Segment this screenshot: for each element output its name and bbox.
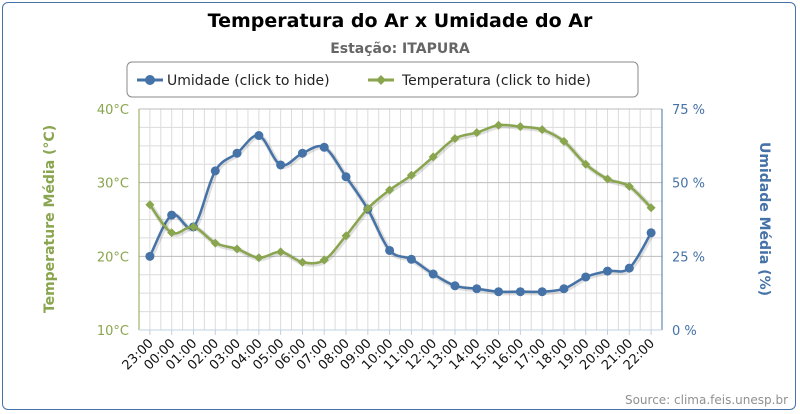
data-point-temperatura[interactable]: [559, 136, 569, 146]
legend-item-umidade[interactable]: Umidade (click to hide): [137, 73, 330, 89]
data-point-umidade[interactable]: [646, 228, 656, 238]
legend-temperatura-label: Temperatura (click to hide): [401, 73, 591, 89]
data-point-temperatura[interactable]: [276, 247, 286, 257]
data-point-temperatura[interactable]: [494, 120, 504, 130]
y-left-tick-label: 40°C: [97, 103, 129, 118]
y-left-tick-label: 20°C: [97, 250, 129, 265]
data-point-temperatura[interactable]: [646, 203, 656, 213]
data-point-umidade[interactable]: [210, 166, 220, 176]
y-right-tick-label: 50 %: [672, 177, 705, 192]
data-point-umidade[interactable]: [537, 287, 547, 297]
data-point-umidade[interactable]: [341, 172, 351, 182]
data-point-umidade[interactable]: [581, 272, 591, 282]
data-point-umidade[interactable]: [428, 269, 438, 279]
legend-umidade-label: Umidade (click to hide): [167, 73, 330, 89]
data-point-umidade[interactable]: [624, 263, 634, 273]
series-layer: [145, 120, 656, 297]
data-point-temperatura[interactable]: [232, 244, 242, 254]
credits-link[interactable]: Source: clima.feis.unesp.br: [625, 393, 788, 407]
grid: [138, 108, 663, 331]
data-point-temperatura[interactable]: [581, 159, 591, 169]
data-point-umidade[interactable]: [494, 287, 504, 297]
chart-subtitle: Estação: ITAPURA: [330, 41, 470, 57]
data-point-temperatura[interactable]: [428, 152, 438, 162]
y-right-tick-label: 25 %: [672, 250, 705, 265]
y-right-tick-label: 75 %: [672, 103, 705, 118]
y-left-axis-label: Temperature Média (°C): [42, 125, 58, 313]
data-point-temperatura[interactable]: [341, 231, 351, 241]
data-point-umidade[interactable]: [450, 281, 460, 291]
y-right-axis-label: Umidade Média (%): [756, 142, 772, 296]
data-point-temperatura[interactable]: [188, 222, 198, 232]
data-point-temperatura[interactable]: [515, 122, 525, 132]
data-point-temperatura[interactable]: [145, 200, 155, 210]
data-point-temperatura[interactable]: [537, 125, 547, 135]
data-point-temperatura[interactable]: [254, 253, 264, 263]
y-left-tick-label: 10°C: [97, 324, 129, 339]
data-point-umidade[interactable]: [559, 284, 569, 294]
data-point-umidade[interactable]: [319, 142, 329, 152]
data-point-temperatura[interactable]: [210, 238, 220, 248]
data-point-temperatura[interactable]: [319, 255, 329, 265]
y-right-tick-label: 0 %: [672, 324, 697, 339]
data-point-umidade[interactable]: [515, 287, 525, 297]
data-point-umidade[interactable]: [254, 131, 264, 141]
legend-temperatura-marker: [376, 75, 386, 85]
data-point-temperatura[interactable]: [385, 185, 395, 195]
data-point-temperatura[interactable]: [472, 128, 482, 138]
data-point-umidade[interactable]: [297, 148, 307, 158]
legend: Umidade (click to hide) Temperatura (cli…: [126, 61, 639, 98]
data-point-umidade[interactable]: [472, 284, 482, 294]
data-point-temperatura[interactable]: [624, 181, 634, 191]
data-point-umidade[interactable]: [232, 148, 242, 158]
legend-item-temperatura[interactable]: Temperatura (click to hide): [368, 73, 591, 89]
data-point-umidade[interactable]: [406, 254, 416, 264]
data-point-temperatura[interactable]: [450, 133, 460, 143]
data-point-temperatura[interactable]: [167, 228, 177, 238]
data-point-umidade[interactable]: [145, 251, 155, 261]
series-umidade: [145, 131, 656, 297]
legend-umidade-marker: [145, 75, 155, 85]
series-temperatura: [145, 120, 656, 267]
chart-title: Temperatura do Ar x Umidade do Ar: [208, 10, 593, 32]
data-point-umidade[interactable]: [385, 245, 395, 255]
data-point-temperatura[interactable]: [297, 257, 307, 267]
data-point-temperatura[interactable]: [363, 203, 373, 213]
data-point-umidade[interactable]: [167, 210, 177, 220]
y-left-tick-label: 30°C: [97, 177, 129, 192]
data-point-temperatura[interactable]: [406, 170, 416, 180]
data-point-temperatura[interactable]: [603, 174, 613, 184]
data-point-umidade[interactable]: [603, 266, 613, 276]
data-point-umidade[interactable]: [276, 160, 286, 170]
